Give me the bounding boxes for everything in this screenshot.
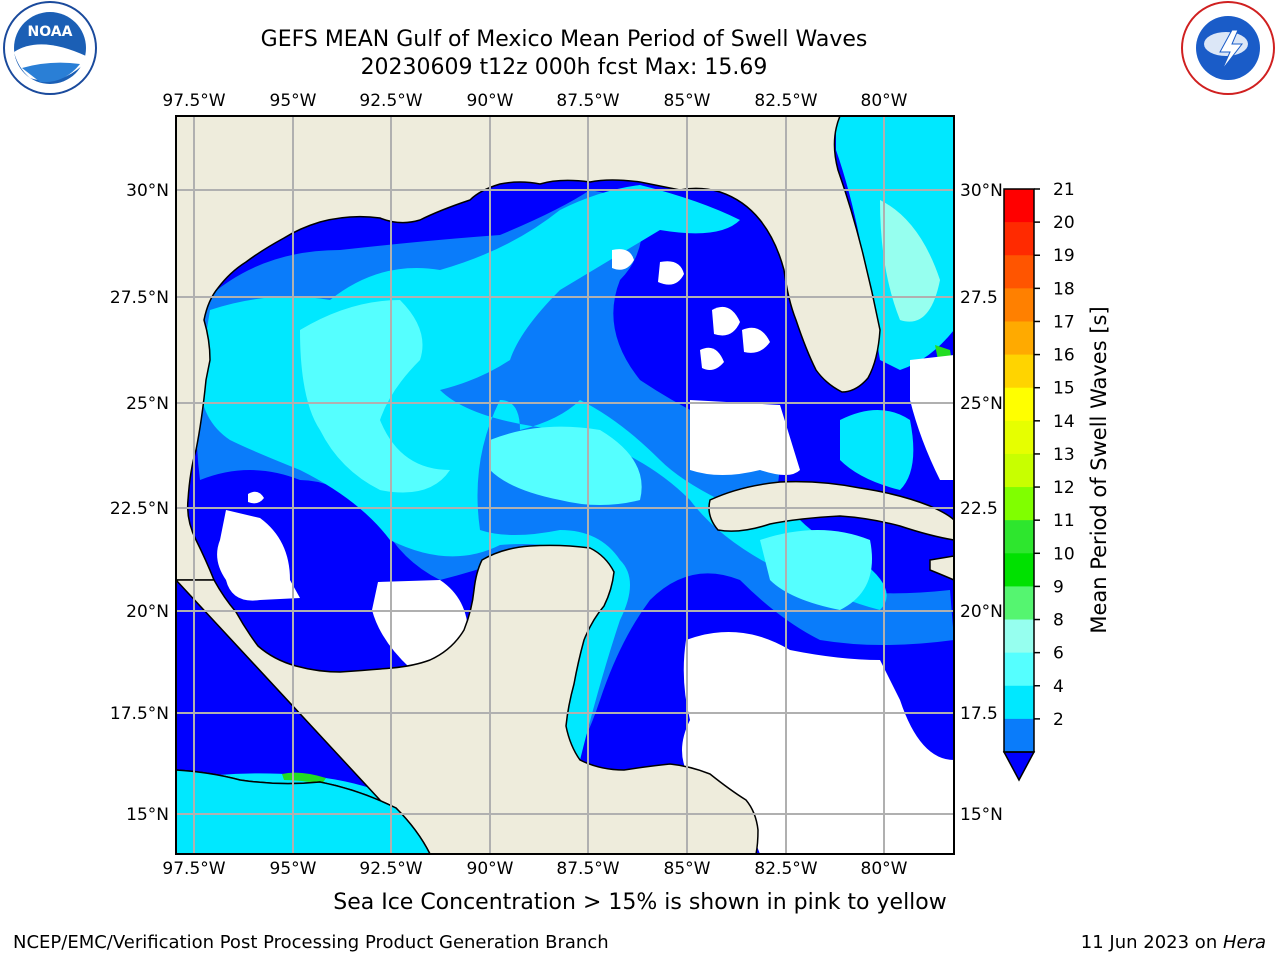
colorbar-bin <box>1004 652 1034 687</box>
colorbar-bin <box>1004 222 1034 256</box>
noaa-logo-text: NOAA <box>28 24 73 40</box>
lat-label: 22.5°N <box>110 499 169 519</box>
lon-label: 95°W <box>270 859 317 879</box>
lon-label: 95°W <box>270 91 317 111</box>
lon-label: 97.5°W <box>162 91 225 111</box>
colorbar-bin <box>1004 189 1034 223</box>
chart-title: GEFS MEAN Gulf of Mexico Mean Period of … <box>260 27 868 52</box>
swell-band-6-8 <box>300 300 450 493</box>
colorbar-bin <box>1004 420 1034 455</box>
colorbar-tick-label: 2 <box>1053 710 1064 730</box>
colorbar-bin <box>1004 685 1034 720</box>
lat-label: 20°N <box>960 602 1003 622</box>
colorbar-tick-label: 20 <box>1053 213 1075 233</box>
colorbar-tick-label: 21 <box>1053 180 1075 200</box>
colorbar-bin <box>1004 321 1034 356</box>
lat-label: 22.5 <box>960 499 998 519</box>
colorbar-frame <box>1003 188 1035 753</box>
colorbar-bin <box>1004 718 1034 753</box>
colorbar-bin <box>1004 487 1034 521</box>
colorbar-bin <box>1004 619 1034 654</box>
chart-subtitle: 20230609 t12z 000h fcst Max: 15.69 <box>360 55 768 80</box>
lon-label: 80°W <box>861 859 908 879</box>
lat-label: 15°N <box>126 805 169 825</box>
lon-labels-bottom: 97.5°W 95°W 92.5°W 90°W 87.5°W 85°W 82.5… <box>162 859 907 879</box>
lon-label: 92.5°W <box>359 859 422 879</box>
colorbar-label: Mean Period of Swell Waves [s] <box>1087 306 1111 633</box>
colorbar-tick-label: 15 <box>1053 379 1075 399</box>
colorbar-tick-label: 4 <box>1053 677 1064 697</box>
credit-left: NCEP/EMC/Verification Post Processing Pr… <box>13 932 609 953</box>
colorbar-bin <box>1004 354 1034 389</box>
colorbar-tick-label: 10 <box>1053 544 1075 564</box>
colorbar-tick-label: 8 <box>1053 611 1064 631</box>
lat-label: 30°N <box>960 181 1003 201</box>
land-masses <box>176 116 954 854</box>
colorbar-bin <box>1004 520 1034 554</box>
credit-host: Hera <box>1222 932 1266 953</box>
colorbar-tick-label: 17 <box>1053 312 1075 332</box>
lat-label: 27.5 <box>960 288 998 308</box>
colorbar-bin <box>1004 387 1034 422</box>
credit-right: 11 Jun 2023 on Hera <box>1081 932 1266 953</box>
colorbar-tick-label: 14 <box>1053 412 1075 432</box>
lon-labels-top: 97.5°W 95°W 92.5°W 90°W 87.5°W 85°W 82.5… <box>162 91 907 111</box>
colorbar-tick-label: 18 <box>1053 279 1075 299</box>
lon-label: 92.5°W <box>359 91 422 111</box>
lat-label: 25°N <box>960 394 1003 414</box>
lon-label: 87.5°W <box>556 859 619 879</box>
lon-label: 87.5°W <box>556 91 619 111</box>
no-data-region <box>217 510 300 601</box>
colorbar-tick-label: 13 <box>1053 445 1075 465</box>
nws-logo <box>1181 1 1275 95</box>
graticule <box>176 116 954 854</box>
lat-label: 20°N <box>126 602 169 622</box>
colorbar-tick-label: 6 <box>1053 644 1064 664</box>
lat-label: 25°N <box>126 394 169 414</box>
colorbar: 21 20 19 18 17 16 15 14 13 12 11 10 9 8 6 4 2 <box>1002 180 1075 782</box>
colorbar-tick-label: 16 <box>1053 346 1075 366</box>
lon-label: 90°W <box>467 91 514 111</box>
sea-ice-note: Sea Ice Concentration > 15% is shown in … <box>333 890 947 915</box>
lat-labels-left: 30°N 27.5°N 25°N 22.5°N 20°N 17.5°N 15°N <box>110 181 169 825</box>
colorbar-bin <box>1004 255 1034 289</box>
lon-label: 80°W <box>861 91 908 111</box>
lat-label: 27.5°N <box>110 288 169 308</box>
lat-label: 15°N <box>960 805 1003 825</box>
colorbar-tick-label: 9 <box>1053 577 1064 597</box>
lat-label: 17.5°N <box>110 704 169 724</box>
lat-label: 17.5 <box>960 704 998 724</box>
lon-label: 97.5°W <box>162 859 225 879</box>
colorbar-tick-label: 19 <box>1053 246 1075 266</box>
lat-labels-right: 30°N 27.5 25°N 22.5 20°N 17.5 15°N <box>960 181 1003 825</box>
colorbar-bin <box>1004 586 1034 621</box>
colorbar-tick-label: 12 <box>1053 478 1075 498</box>
lon-label: 82.5°W <box>754 91 817 111</box>
map-frame <box>175 115 955 855</box>
colorbar-extend-triangle <box>1002 751 1036 782</box>
colorbar-tick-label: 11 <box>1053 511 1075 531</box>
lon-label: 85°W <box>664 91 711 111</box>
colorbar-bin <box>1004 288 1034 322</box>
map-area <box>176 116 954 854</box>
lon-label: 85°W <box>664 859 711 879</box>
colorbar-bin <box>1004 453 1034 488</box>
credit-date: 11 Jun 2023 on <box>1080 932 1223 953</box>
lon-label: 90°W <box>467 859 514 879</box>
noaa-logo: NOAA <box>3 1 97 95</box>
colorbar-bin <box>1004 553 1034 587</box>
lat-label: 30°N <box>126 181 169 201</box>
lon-label: 82.5°W <box>754 859 817 879</box>
